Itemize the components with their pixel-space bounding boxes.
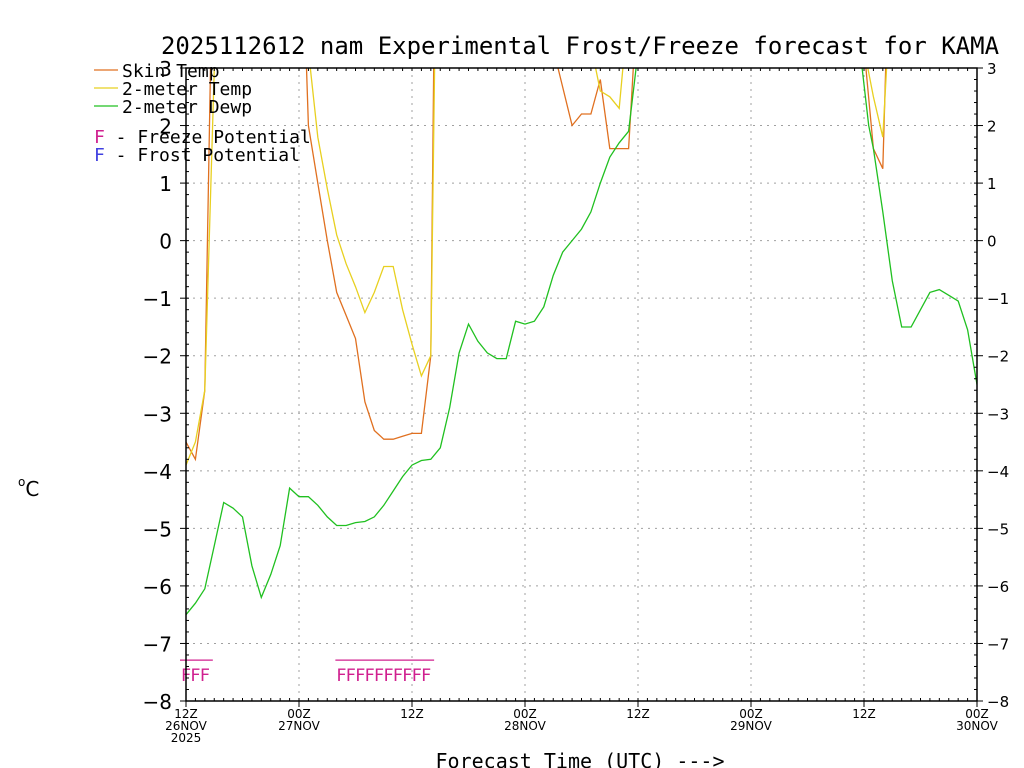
y-axis-right: 3 2 1 0 −1 −2 −3 −4 −5 −6 −7 −8 [974,60,1009,711]
freeze-potential-marker: F [412,666,422,686]
series-line-2-meter-temp [309,68,436,378]
y-tick-label-right: −4 [987,463,1009,481]
y-tick-label-right: 3 [987,60,997,78]
y-tick-label-left: −1 [143,287,172,311]
y-tick-label-left: −4 [143,460,172,484]
y-tick-label-right: −7 [987,635,1009,653]
y-axis-label: oC [18,475,39,501]
freeze-potential-marker: F [393,666,403,686]
x-tick-label: 26NOV [165,719,207,733]
freeze-potential-marker: F [200,666,210,686]
y-tick-label-right: −6 [987,578,1009,596]
plot-frame [185,67,978,702]
x-tick-label: 00Z [739,707,763,721]
freeze-potential-marker: F [421,666,431,686]
freeze-potential-marker: F [355,666,365,686]
freeze-potential-marker: F [346,666,356,686]
series-line-2-meter-temp [594,68,624,110]
y-tick-label-left: 0 [159,230,172,254]
freeze-potential-marker: F [336,666,346,686]
x-tick-label: 00Z [965,707,989,721]
x-tick-label: 12Z [852,707,876,721]
x-tick-label: 12Z [626,707,650,721]
series-line-skin-temp [305,68,435,440]
y-tick-label-left: 3 [159,57,172,81]
x-tick-label: 2025 [171,731,202,745]
y-tick-label-right: −2 [987,348,1009,366]
freeze-potential-marker: F [190,666,200,686]
y-tick-label-right: 2 [987,118,997,136]
y-tick-label-right: 1 [987,175,997,193]
x-tick-label: 00Z [513,707,537,721]
y-tick-label-right: 0 [987,233,997,251]
series-lines [186,68,977,616]
y-tick-label-right: −8 [987,693,1009,711]
x-tick-label: 29NOV [730,719,772,733]
x-tick-label: 27NOV [278,719,320,733]
y-tick-label-left: −5 [143,517,172,541]
x-tick-label: 28NOV [504,719,546,733]
x-tick-label: 30NOV [956,719,998,733]
y-tick-label-left: −2 [143,345,172,369]
legend-label: 2-meter Temp [122,79,252,100]
series-line-skin-temp [557,68,634,150]
x-tick-label: 12Z [400,707,424,721]
y-tick-label-right: −1 [987,290,1009,308]
legend-label: Skin Temp [122,61,220,82]
freeze-potential-marker: F [383,666,393,686]
y-tick-label-left: −3 [143,402,172,426]
gridlines [185,67,978,702]
series-line-2-meter-temp [186,68,215,466]
chart-title: 2025112612 nam Experimental Frost/Freeze… [161,32,1000,60]
freeze-potential-marker: F [374,666,384,686]
series-line-2-meter-dewp [186,68,637,616]
series-line-skin-temp [865,68,887,169]
y-tick-label-left: 2 [159,115,172,139]
potential-legend-label: F - Freeze Potential [94,127,311,148]
y-tick-label-right: −3 [987,405,1009,423]
y-tick-label-left: 1 [159,172,172,196]
freeze-potential-marker: F [402,666,412,686]
legend-label: 2-meter Dewp [122,97,252,118]
series-line-2-meter-dewp [861,68,977,385]
x-tick-label: 00Z [287,707,311,721]
y-tick-label-left: −6 [143,575,172,599]
series-line-2-meter-temp [867,68,888,138]
potential-legend-label: F - Frost Potential [94,145,300,166]
y-axis-left: 3 2 1 0 −1 −2 −3 −4 −5 −6 −7 −8 [143,57,189,714]
y-tick-label-left: −8 [143,690,172,714]
x-axis-label: Forecast Time (UTC) ---> [436,749,725,768]
x-tick-label: 12Z [174,707,198,721]
freeze-potential-marker: F [365,666,375,686]
series-line-skin-temp [186,68,212,462]
y-tick-label-left: −7 [143,632,172,656]
y-tick-label-right: −5 [987,520,1009,538]
